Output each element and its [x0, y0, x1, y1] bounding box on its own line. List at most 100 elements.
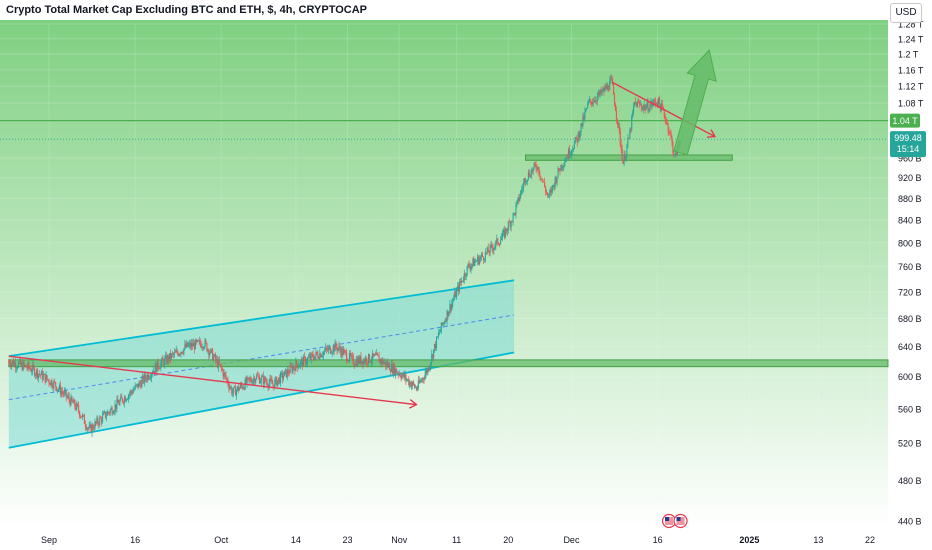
candle-body: [381, 359, 383, 364]
candle-body: [229, 387, 231, 389]
candle-body: [643, 105, 645, 107]
x-tick-label: Sep: [41, 535, 57, 545]
candle-body: [233, 387, 235, 393]
candle-body: [456, 289, 458, 298]
candle-body: [596, 96, 598, 102]
candle-body: [421, 378, 423, 381]
green-arrow-up: [673, 49, 717, 156]
candle-body: [574, 137, 576, 143]
candle-body: [499, 244, 501, 246]
candle-body: [254, 377, 256, 383]
candle-body: [292, 367, 294, 372]
candle-body: [177, 353, 179, 356]
candle-body: [53, 381, 55, 389]
candle-body: [389, 363, 391, 371]
candle-body: [342, 348, 344, 355]
candle-body: [199, 340, 201, 345]
candle-body: [635, 102, 638, 108]
candle-body: [447, 310, 449, 317]
candle-body: [169, 353, 171, 361]
candle-body: [210, 349, 212, 353]
y-tick-label: 960 B: [898, 153, 922, 163]
candle-body: [663, 109, 665, 116]
candle-body: [585, 109, 587, 112]
candle-body: [339, 346, 341, 351]
candle-body: [81, 415, 84, 418]
candle-body: [90, 424, 92, 433]
candle-body: [666, 121, 668, 124]
candle-body: [465, 275, 467, 277]
x-tick-label: 22: [865, 535, 875, 545]
candle-body: [553, 184, 555, 188]
candle-body: [572, 148, 574, 151]
candle-body: [104, 411, 107, 418]
candle-body: [113, 411, 115, 414]
candle-body: [649, 105, 651, 111]
candle-body: [471, 264, 473, 267]
candle-body: [140, 383, 142, 388]
candle-body: [624, 154, 626, 160]
candle-body: [457, 285, 460, 292]
y-tick-label: 520 B: [898, 439, 922, 449]
red-arrow-resistance-head: [706, 129, 717, 138]
candle-body: [250, 378, 252, 382]
candle-body: [452, 300, 454, 303]
candle-body: [36, 369, 38, 375]
candle-body: [225, 374, 227, 379]
flag-canton: [665, 517, 670, 521]
candle-body: [108, 412, 110, 414]
candle-body: [42, 375, 44, 380]
candle-body: [454, 291, 456, 299]
candle-body: [285, 369, 287, 378]
candle-body: [275, 377, 277, 381]
candle-body: [507, 222, 509, 231]
candle-body: [619, 131, 621, 145]
candle-body: [599, 89, 601, 95]
candle-body: [31, 371, 33, 373]
candle-body: [410, 382, 412, 387]
candle-body: [429, 366, 431, 371]
candle-body: [173, 351, 175, 355]
candle-body: [531, 170, 533, 172]
candle-body: [138, 382, 140, 388]
candle-body: [506, 230, 508, 232]
candle-body: [320, 353, 322, 358]
candle-body: [462, 280, 464, 282]
candle-body: [136, 383, 138, 386]
candle-body: [460, 280, 462, 283]
candle-body: [50, 380, 52, 385]
candle-body: [130, 390, 132, 393]
candle-body: [24, 365, 26, 366]
candle-body: [564, 161, 566, 166]
candle-body: [423, 379, 425, 380]
candle-body: [669, 131, 671, 133]
candle-body: [288, 373, 290, 374]
candle-body: [409, 382, 411, 385]
candle-body: [620, 144, 622, 149]
candle-body: [253, 377, 255, 381]
candle-body: [255, 379, 257, 383]
y-tick-label: 600 B: [898, 372, 922, 382]
candle-body: [317, 353, 319, 358]
candle-body: [209, 352, 211, 356]
candle-body: [615, 110, 617, 119]
candle-body: [464, 273, 466, 277]
chart-title: Crypto Total Market Cap Excluding BTC an…: [6, 4, 368, 16]
candle-body: [384, 361, 386, 363]
currency-button[interactable]: USD: [890, 3, 922, 23]
candle-body: [91, 425, 93, 433]
candle-body: [324, 347, 327, 351]
candle-body: [636, 101, 639, 108]
candle-body: [442, 323, 444, 325]
candle-body: [529, 176, 531, 178]
x-tick-label: 11: [452, 535, 461, 545]
candle-body: [402, 373, 404, 376]
candle-body: [43, 373, 45, 376]
candle-body: [433, 349, 435, 359]
candle-body: [315, 351, 317, 356]
candle-body: [609, 80, 611, 91]
candle-body: [361, 361, 363, 364]
candle-body: [235, 386, 237, 396]
